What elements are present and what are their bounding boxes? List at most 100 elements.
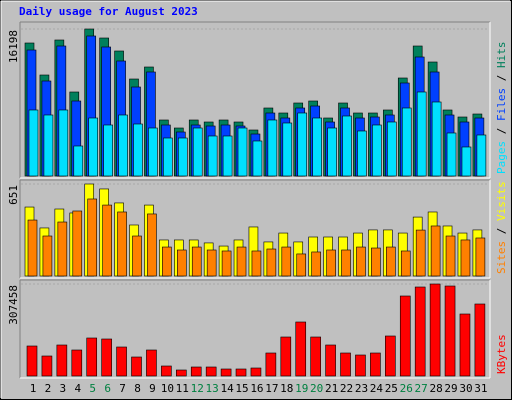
bar	[57, 221, 68, 277]
x-tick-label: 30	[459, 382, 472, 395]
bar	[399, 295, 411, 377]
bar	[431, 101, 442, 177]
bar	[401, 107, 412, 177]
bar	[461, 146, 472, 177]
bar	[207, 135, 218, 177]
bar	[42, 235, 53, 277]
x-tick-label: 4	[74, 382, 81, 395]
bar	[56, 344, 68, 377]
y-tick-label: 307458	[7, 285, 20, 325]
bar	[58, 109, 69, 177]
bar	[87, 198, 98, 277]
bar	[163, 137, 173, 177]
bar	[237, 127, 248, 177]
x-tick-label: 5	[89, 382, 96, 395]
bar	[385, 335, 396, 377]
bar	[400, 250, 411, 277]
bar	[372, 124, 382, 177]
bar	[26, 345, 38, 377]
legend-label: Hits	[495, 42, 508, 69]
bar	[295, 321, 307, 377]
x-tick-label: 24	[370, 382, 384, 395]
bar	[414, 286, 426, 377]
legend: Pages / Files / Hits	[495, 42, 508, 175]
bar	[445, 235, 456, 277]
bar	[416, 91, 427, 177]
x-tick-label: 16	[250, 382, 263, 395]
x-tick-label: 15	[235, 382, 248, 395]
bar	[118, 114, 128, 177]
bar	[327, 127, 337, 177]
bar	[386, 246, 396, 277]
legend-label: KBytes	[495, 334, 508, 374]
x-tick-label: 18	[280, 382, 293, 395]
bar	[103, 124, 113, 177]
bar	[475, 237, 486, 277]
legend-label: Visits	[495, 181, 508, 221]
bar	[72, 210, 83, 277]
bar	[222, 135, 233, 177]
bar	[250, 367, 262, 377]
legend-separator: /	[495, 221, 508, 241]
bar	[341, 249, 351, 277]
bar	[132, 235, 142, 277]
x-tick-label: 31	[474, 382, 487, 395]
bar	[221, 250, 232, 277]
bar	[205, 366, 217, 377]
x-tick-label: 8	[134, 382, 141, 395]
bar	[370, 352, 381, 377]
bar	[41, 355, 53, 377]
bar	[43, 114, 54, 177]
panel	[20, 280, 490, 378]
bar	[355, 354, 366, 377]
bar	[236, 246, 247, 277]
bar	[148, 127, 158, 177]
bar	[192, 127, 203, 177]
bar	[176, 369, 187, 377]
x-tick-label: 2	[45, 382, 52, 395]
legend: Sites / Visits	[495, 181, 508, 274]
bar	[311, 251, 321, 277]
bar	[444, 285, 456, 377]
bar	[282, 122, 293, 177]
x-tick-label: 10	[161, 382, 174, 395]
bar	[71, 349, 83, 377]
bar	[162, 246, 172, 277]
bar	[415, 229, 426, 277]
y-tick-label: 16198	[7, 30, 20, 63]
bar	[265, 352, 277, 377]
bar	[474, 303, 486, 377]
bar	[88, 117, 99, 177]
x-tick-label: 6	[104, 382, 111, 395]
bar	[312, 117, 322, 177]
bar	[101, 338, 112, 377]
x-tick-label: 22	[340, 382, 353, 395]
x-tick-label: 14	[220, 382, 234, 395]
bar	[281, 246, 292, 277]
x-tick-label: 13	[206, 382, 219, 395]
x-tick-label: 20	[310, 382, 323, 395]
legend-separator: /	[495, 68, 508, 88]
bar	[27, 219, 38, 277]
bar	[280, 336, 292, 377]
bar	[117, 211, 127, 277]
x-tick-label: 17	[265, 382, 278, 395]
x-tick-label: 23	[355, 382, 368, 395]
legend-label: Pages	[495, 141, 508, 174]
x-tick-label: 29	[444, 382, 457, 395]
legend-label: Files	[495, 88, 508, 121]
bar	[73, 145, 84, 177]
legend-label: Sites	[495, 241, 508, 274]
bar	[178, 137, 188, 177]
legend-separator: /	[495, 121, 508, 141]
x-tick-label: 25	[385, 382, 398, 395]
bar	[430, 225, 441, 277]
bar	[429, 283, 441, 377]
bar	[190, 366, 202, 377]
bar	[206, 249, 217, 277]
bar	[387, 121, 397, 177]
x-tick-label: 12	[191, 382, 204, 395]
bar	[251, 250, 262, 277]
bar	[252, 140, 263, 177]
